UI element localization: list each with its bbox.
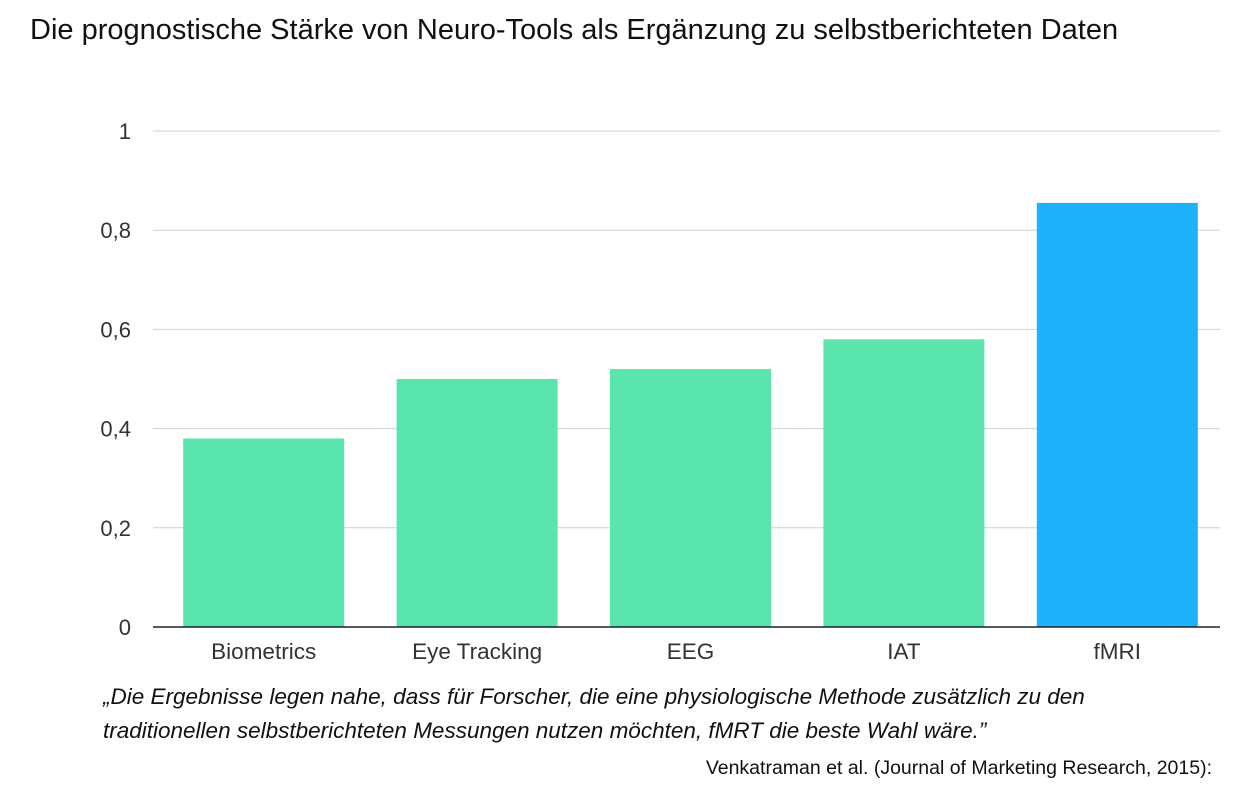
bar-chart: 0 0,2 0,4 0,6 0,8 1 Biometrics Eye Tracking EEG…	[100, 119, 1220, 664]
y-axis-tick-labels: 0 0,2 0,4 0,6 0,8 1	[100, 119, 131, 640]
y-tick-label: 0,4	[100, 417, 131, 442]
source-citation: Venkatraman et al. (Journal of Marketing…	[705, 757, 1212, 779]
x-tick-label: EEG	[667, 639, 715, 664]
bar-eye-tracking	[396, 379, 558, 627]
x-tick-label: Biometrics	[211, 639, 316, 664]
quote-text: „Die Ergebnisse legen nahe, dass für For…	[103, 684, 1085, 743]
y-tick-label: 0	[119, 615, 131, 640]
bar-fmri	[1036, 202, 1198, 628]
y-tick-label: 1	[119, 119, 131, 144]
bars	[183, 202, 1198, 628]
chart-title: Die prognostische Stärke von Neuro-Tools…	[30, 14, 1119, 46]
bar-eeg	[610, 369, 771, 627]
x-tick-label: fMRI	[1094, 639, 1142, 664]
x-tick-label: IAT	[887, 639, 921, 664]
bar-biometrics	[183, 438, 345, 627]
bar-iat	[823, 339, 985, 627]
x-tick-label: Eye Tracking	[412, 639, 542, 664]
y-tick-label: 0,6	[100, 317, 131, 342]
y-tick-label: 0,8	[100, 218, 131, 243]
y-tick-label: 0,2	[100, 516, 131, 541]
x-axis-tick-labels: Biometrics Eye Tracking EEG IAT fMRI	[211, 639, 1141, 664]
